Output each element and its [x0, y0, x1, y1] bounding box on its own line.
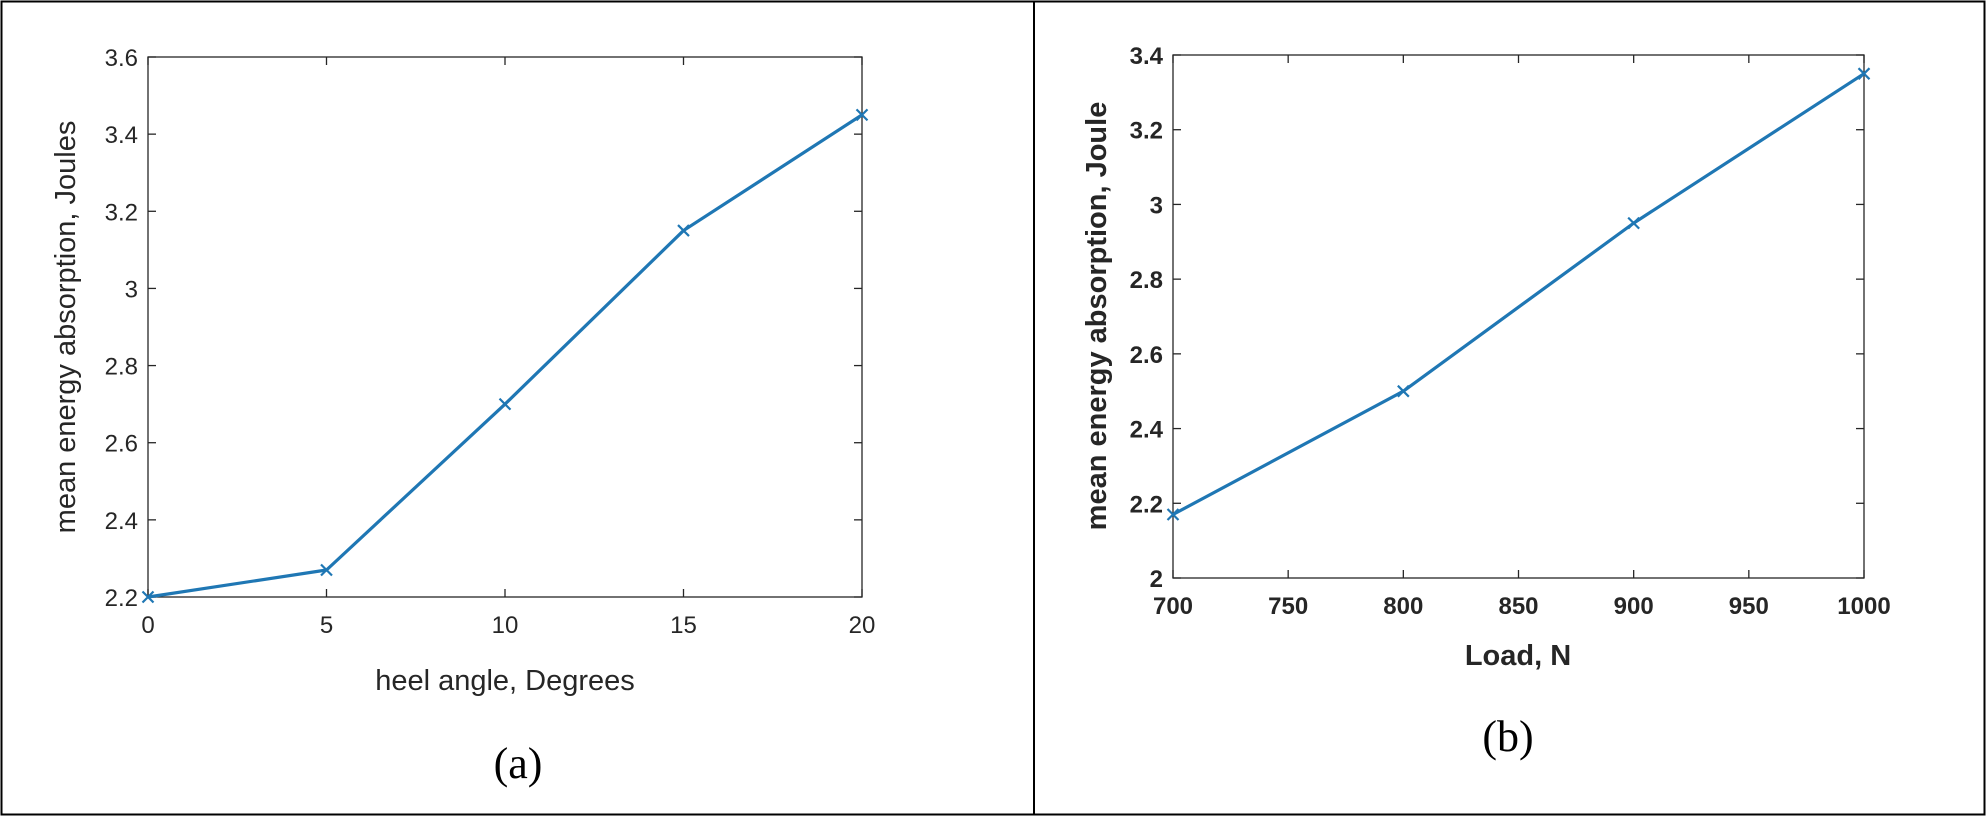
- y-tick-labels-b: 2 2.2 2.4 2.6 2.8 3 3.2 3.4: [1130, 43, 1164, 593]
- caption-b: (b): [1482, 712, 1533, 761]
- y-tick-label: 3.2: [105, 199, 138, 226]
- series-b: [1166, 67, 1871, 521]
- y-tick-label: 2: [1150, 566, 1163, 593]
- x-tick-label: 750: [1268, 593, 1308, 620]
- y-tick-label: 2.8: [105, 354, 138, 381]
- series-line: [1172, 72, 1865, 516]
- data-point-marker: [141, 590, 155, 604]
- x-tick-label: 10: [492, 612, 519, 639]
- tick-marks-b: [1172, 54, 1865, 579]
- y-tick-label: 3.4: [105, 122, 138, 149]
- x-tick-label: 900: [1614, 593, 1654, 620]
- y-tick-label: 2.2: [1130, 491, 1163, 518]
- x-axis-label-b: Load, N: [1465, 640, 1571, 672]
- x-tick-label: 700: [1153, 593, 1193, 620]
- data-point-marker: [1397, 384, 1410, 398]
- series-a: [141, 108, 869, 604]
- x-tick-labels-b: 700 750 800 850 900 950 1000: [1153, 593, 1891, 620]
- plot-frame-b: [1172, 54, 1865, 579]
- y-tick-label: 3: [1150, 192, 1163, 219]
- y-tick-label: 3.4: [1130, 43, 1164, 70]
- panel-b: 2 2.2 2.4 2.6 2.8 3 3.2 3.4 700 750 800 850 900 950 1…: [1081, 43, 1891, 761]
- y-tick-label: 2.6: [1130, 342, 1163, 369]
- x-tick-label: 1000: [1837, 593, 1890, 620]
- x-tick-label: 0: [141, 612, 154, 639]
- y-tick-label: 3: [125, 276, 138, 303]
- panel-a: 2.2 2.4 2.6 2.8 3 3.2 3.4 3.6 0 5 10 15 20 heel ang…: [50, 45, 875, 788]
- data-point-marker: [855, 108, 869, 122]
- data-point-marker: [677, 224, 690, 237]
- data-point-marker: [1857, 67, 1871, 80]
- caption-a: (a): [494, 739, 543, 788]
- x-tick-label: 850: [1498, 593, 1538, 620]
- x-axis-label-a: heel angle, Degrees: [375, 665, 635, 697]
- tick-marks-a: [147, 56, 863, 598]
- x-tick-label: 800: [1383, 593, 1423, 620]
- data-point-marker: [1627, 216, 1640, 230]
- data-point-marker: [1166, 508, 1180, 521]
- y-axis-label-b: mean energy absorption, Joule: [1081, 102, 1113, 531]
- y-tick-label: 2.8: [1130, 267, 1163, 294]
- y-tick-label: 3.2: [1130, 118, 1163, 145]
- plot-frame-a: [147, 56, 863, 598]
- x-tick-labels-a: 0 5 10 15 20: [141, 612, 875, 639]
- y-axis-label-a: mean energy absorption, Joules: [50, 121, 82, 534]
- y-tick-label: 2.4: [1130, 417, 1164, 444]
- data-point-marker: [320, 563, 333, 577]
- y-tick-label: 2.4: [105, 508, 138, 535]
- y-tick-label: 2.2: [105, 585, 138, 612]
- y-tick-label: 2.6: [105, 431, 138, 458]
- y-tick-label: 3.6: [105, 45, 138, 72]
- x-tick-label: 20: [849, 612, 876, 639]
- x-tick-label: 15: [670, 612, 697, 639]
- x-tick-label: 950: [1729, 593, 1769, 620]
- x-tick-label: 5: [320, 612, 333, 639]
- data-point-marker: [498, 397, 512, 411]
- y-tick-labels-a: 2.2 2.4 2.6 2.8 3 3.2 3.4 3.6: [105, 45, 138, 612]
